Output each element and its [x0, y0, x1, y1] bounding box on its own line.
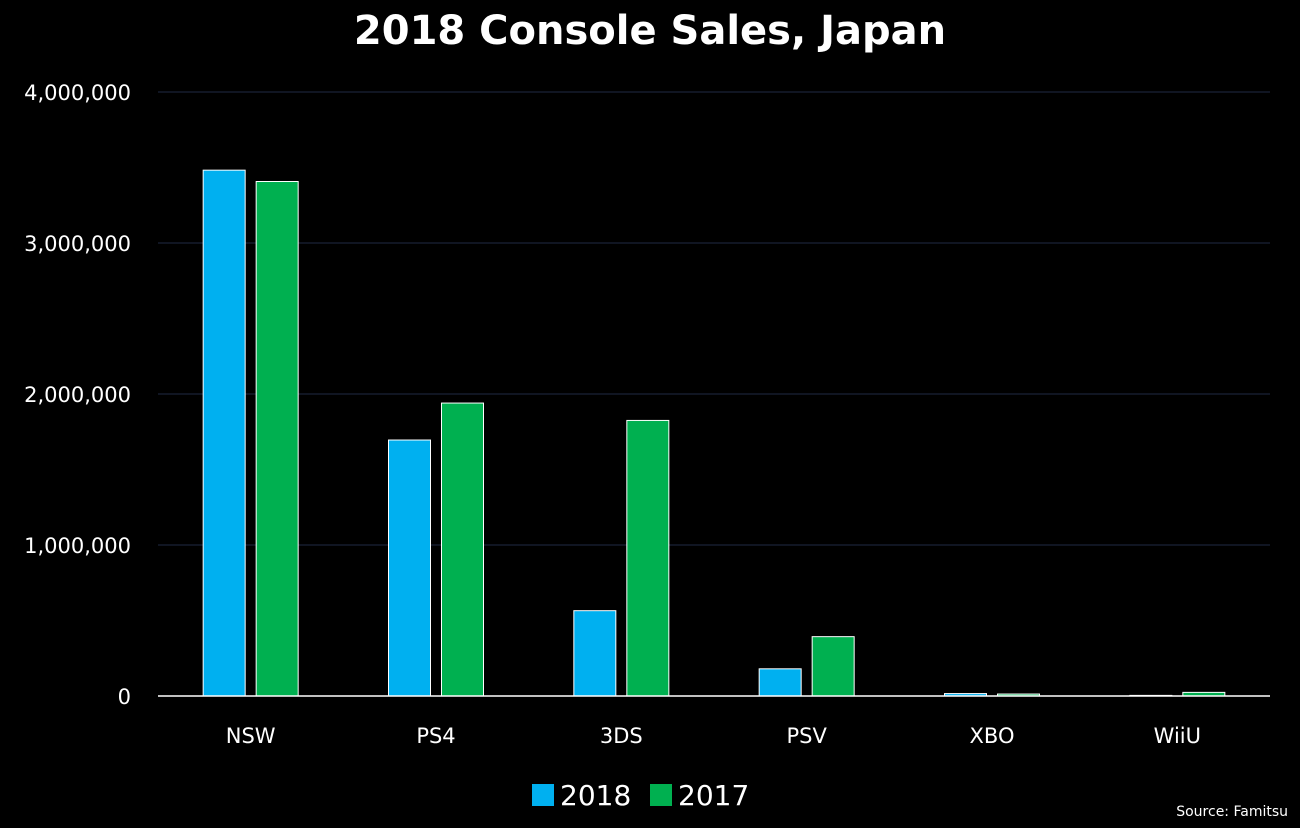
bar-2017-NSW [255, 181, 299, 697]
x-axis-ticks: NSW PS4 3DS PSV XBO WiiU [226, 724, 1201, 748]
y-tick-label: 2,000,000 [24, 383, 131, 407]
bar-2018-PSV [758, 668, 802, 697]
bar-2017-3DS [626, 419, 670, 697]
bar-2018-3DS [573, 610, 617, 697]
bars [202, 169, 1226, 697]
y-tick-label: 4,000,000 [24, 81, 131, 105]
bar-2017-PS4 [441, 402, 484, 697]
legend-swatch-2017 [650, 784, 672, 806]
chart-title: 2018 Console Sales, Japan [353, 8, 947, 54]
legend-label-2018: 2018 [560, 779, 631, 812]
legend-label-2017: 2017 [678, 779, 749, 812]
bar-2017-PSV [811, 636, 855, 697]
x-tick-label: WiiU [1154, 724, 1201, 748]
bar-2018-PS4 [388, 439, 431, 697]
y-tick-label: 1,000,000 [24, 534, 131, 558]
legend-swatch-2018 [532, 784, 554, 806]
y-tick-label: 0 [118, 685, 131, 709]
x-tick-label: XBO [970, 724, 1015, 748]
bar-2018-NSW [202, 169, 246, 697]
x-tick-label: 3DS [600, 724, 643, 748]
legend: 2018 2017 [532, 779, 749, 812]
y-axis-ticks: 0 1,000,000 2,000,000 3,000,000 4,000,000 [24, 81, 131, 709]
x-tick-label: PSV [786, 724, 827, 748]
gridlines [158, 91, 1270, 546]
y-tick-label: 3,000,000 [24, 232, 131, 256]
x-tick-label: NSW [226, 724, 276, 748]
x-tick-label: PS4 [416, 724, 455, 748]
source-note: Source: Famitsu [1176, 804, 1288, 820]
